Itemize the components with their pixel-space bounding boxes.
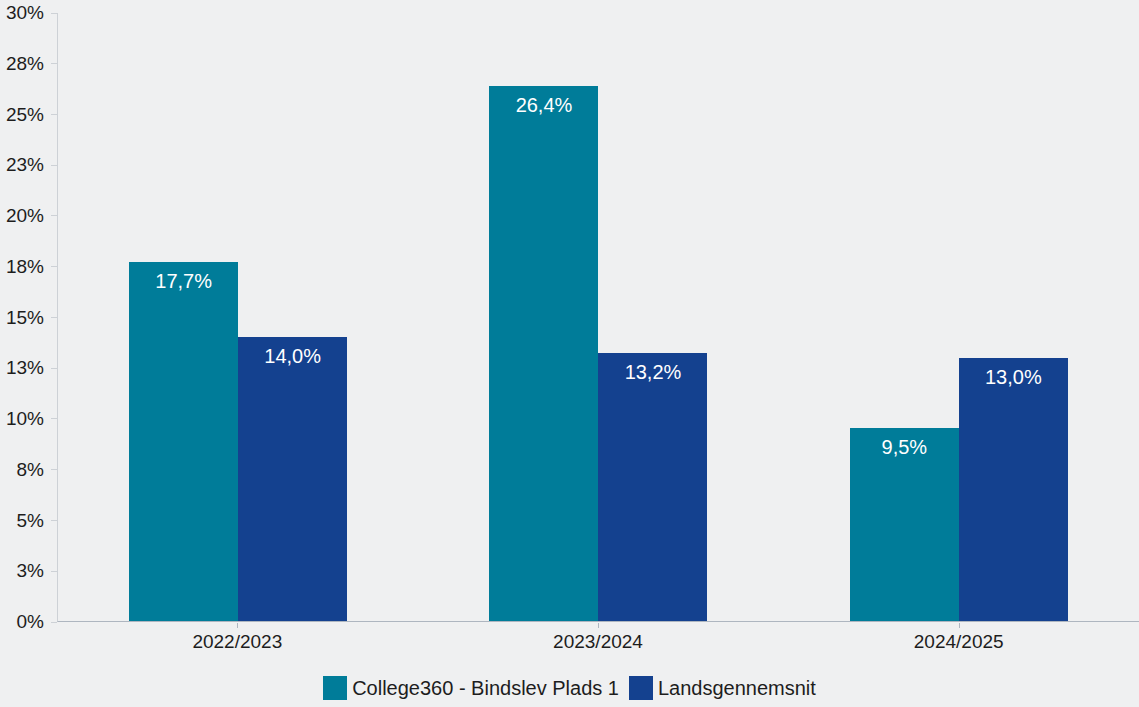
bar-groups: 17,7% 14,0% 26,4% 13,2% 9,5% 13,0% [58, 13, 1139, 621]
y-axis-label: 25% [6, 104, 44, 126]
bar-series-1-category-0[interactable]: 14,0% [238, 337, 347, 621]
legend-label: Landsgennemsnit [658, 677, 816, 700]
y-axis-label: 3% [17, 560, 44, 582]
value-label: 13,2% [598, 361, 707, 384]
x-tick-mark [598, 623, 599, 628]
value-label: 17,7% [129, 270, 238, 293]
x-axis-label: 2024/2025 [778, 622, 1139, 653]
legend-item-series-1[interactable]: Landsgennemsnit [629, 676, 816, 700]
y-axis-label: 23% [6, 154, 44, 176]
value-label: 26,4% [489, 94, 598, 117]
y-axis-label: 5% [17, 510, 44, 532]
bar-series-0-category-2[interactable]: 9,5% [850, 428, 959, 621]
x-axis-label: 2022/2023 [57, 622, 418, 653]
x-tick-mark [237, 623, 238, 628]
x-axis: 2022/20232023/20242024/2025 [57, 622, 1139, 653]
x-tick-mark [959, 623, 960, 628]
y-axis-label: 13% [6, 357, 44, 379]
y-axis-label: 0% [17, 611, 44, 633]
bar-series-0-category-0[interactable]: 17,7% [129, 262, 238, 621]
y-axis-label: 10% [6, 408, 44, 430]
x-axis-label: 2023/2024 [418, 622, 779, 653]
y-axis-label: 15% [6, 307, 44, 329]
legend: College360 - Bindslev Plads 1 Landsgennem… [0, 676, 1139, 700]
value-label: 13,0% [959, 366, 1068, 389]
legend-item-series-0[interactable]: College360 - Bindslev Plads 1 [323, 676, 619, 700]
bar-series-1-category-1[interactable]: 13,2% [598, 353, 707, 621]
legend-swatch [323, 676, 347, 700]
bar-group: 26,4% 13,2% [418, 13, 778, 621]
y-axis-label: 20% [6, 205, 44, 227]
value-label: 14,0% [238, 345, 347, 368]
bar-series-0-category-1[interactable]: 26,4% [489, 86, 598, 621]
bar-group: 9,5% 13,0% [779, 13, 1139, 621]
bar-series-1-category-2[interactable]: 13,0% [959, 358, 1068, 621]
legend-swatch [629, 676, 653, 700]
value-label: 9,5% [850, 436, 959, 459]
bar-group: 17,7% 14,0% [58, 13, 418, 621]
y-axis-label: 30% [6, 2, 44, 24]
y-axis-label: 18% [6, 256, 44, 278]
y-axis: 0%3%5%8%10%13%15%18%20%23%25%28%30% [0, 13, 57, 622]
grouped-bar-chart: 0% 3% 5% 8% 10% 13% 15% 18% 20% 23% 25% 28% 30% 17,7… [0, 0, 1139, 707]
y-axis-label: 8% [17, 459, 44, 481]
legend-label: College360 - Bindslev Plads 1 [352, 677, 619, 700]
plot-area: 17,7% 14,0% 26,4% 13,2% 9,5% 13,0% [57, 13, 1139, 622]
y-axis-label: 28% [6, 53, 44, 75]
